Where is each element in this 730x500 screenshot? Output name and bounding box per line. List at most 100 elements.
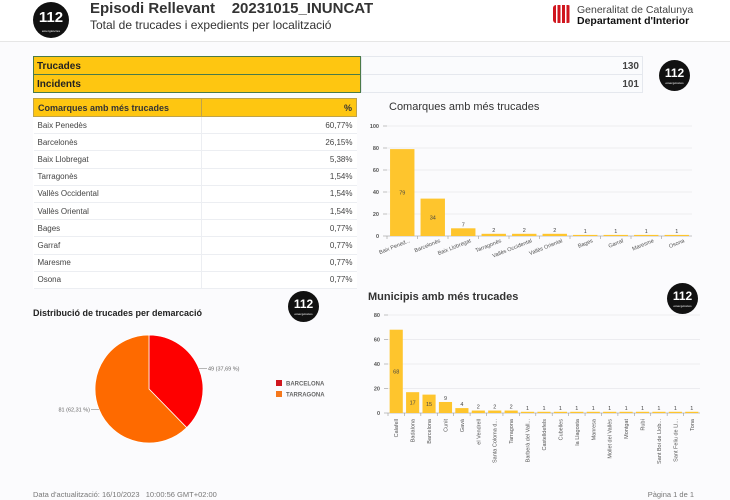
comarques-chart-title: Comarques amb més trucades: [389, 101, 540, 113]
x-tick-label: Rubí: [641, 419, 647, 431]
data-label: 1: [608, 406, 611, 412]
bar[interactable]: [512, 233, 537, 236]
data-label: 1: [575, 406, 578, 412]
table-row[interactable]: Osona 0,77%: [33, 271, 357, 289]
data-label: 1: [625, 406, 628, 412]
data-label: 1: [645, 229, 648, 235]
table-row[interactable]: Baix Llobregat 5,38%: [33, 150, 357, 169]
comarca-name: Baix Penedès: [33, 116, 202, 135]
pie-slice-barcelona[interactable]: [148, 334, 204, 429]
data-label: 79: [399, 191, 405, 197]
bar[interactable]: [488, 410, 502, 413]
comarca-percent: 5,38%: [201, 150, 357, 169]
bar[interactable]: [481, 233, 506, 236]
bar[interactable]: [406, 392, 420, 413]
table-row[interactable]: Baix Penedès 60,77%: [33, 116, 357, 135]
table-header-row: Comarques amb més trucades %: [33, 98, 357, 117]
data-label: 2: [523, 228, 526, 234]
x-tick-label: Castelldefels: [542, 419, 548, 451]
bar[interactable]: [634, 234, 659, 236]
data-label: 2: [510, 405, 513, 411]
table-row[interactable]: Bages 0,77%: [33, 219, 357, 238]
bar[interactable]: [504, 410, 518, 413]
bar[interactable]: [521, 411, 535, 413]
x-tick-label: Garraf: [608, 238, 625, 250]
x-tick-label: Manresa: [591, 418, 597, 440]
bar[interactable]: [542, 233, 567, 236]
kpi-incidents: Incidents 101: [33, 74, 643, 93]
x-tick-label: Bages: [577, 238, 594, 249]
data-label: 2: [492, 228, 495, 234]
bar[interactable]: [420, 198, 445, 236]
comarques-table: Comarques amb més trucades % Baix Penedè…: [33, 98, 357, 289]
comarca-percent: 60,77%: [201, 116, 357, 135]
table-row[interactable]: Garraf 0,77%: [33, 236, 357, 255]
table-row[interactable]: Vallès Oriental 1,54%: [33, 202, 357, 221]
y-tick-label: 40: [374, 362, 380, 368]
comarca-percent: 26,15%: [201, 133, 357, 152]
x-tick-label: Tona: [690, 418, 696, 431]
bar[interactable]: [619, 411, 633, 413]
data-label: 1: [592, 406, 595, 412]
bar[interactable]: [603, 411, 617, 413]
table-row[interactable]: Vallès Occidental 1,54%: [33, 185, 357, 203]
bar[interactable]: [422, 394, 436, 413]
data-label: 1: [690, 406, 693, 412]
report-title: Episodi Rellevant 20231015_INUNCAT: [90, 0, 374, 17]
bar[interactable]: [455, 408, 469, 413]
x-tick-label: Badalona: [411, 418, 417, 442]
table-row[interactable]: Barcelonès 26,15%: [33, 133, 357, 152]
x-tick-label: Sant Feliu de Ll...: [673, 419, 679, 462]
bar[interactable]: [664, 234, 689, 236]
pie-data-label: 81 (62,31 %): [58, 407, 90, 413]
x-tick-label: Baix Pened...: [378, 238, 411, 256]
kpi-label: Trucades: [33, 56, 361, 75]
x-tick-label: Baix Llobregat: [437, 238, 472, 257]
x-tick-label: Calafell: [394, 419, 400, 437]
table-row[interactable]: Maresme 0,77%: [33, 254, 357, 272]
data-label: 1: [614, 229, 617, 235]
data-label: 1: [584, 229, 587, 235]
bar[interactable]: [635, 411, 650, 413]
data-label: 9: [444, 396, 447, 402]
data-label: 1: [657, 406, 660, 412]
x-tick-label: Mollet del Vallès: [608, 419, 614, 459]
bar[interactable]: [603, 234, 628, 236]
data-label: 1: [674, 406, 677, 412]
bar[interactable]: [537, 411, 551, 413]
bar[interactable]: [586, 411, 600, 413]
bar[interactable]: [553, 411, 567, 413]
y-tick-label: 60: [373, 168, 379, 174]
bar[interactable]: [471, 410, 485, 413]
data-label: 7: [462, 222, 465, 228]
x-tick-label: Cunit: [443, 419, 449, 432]
bar[interactable]: [685, 411, 699, 413]
municipis-chart-title: Municipis amb més trucades: [368, 291, 519, 303]
bar[interactable]: [570, 411, 584, 413]
comarca-name: Bages: [33, 219, 202, 238]
bar[interactable]: [668, 411, 682, 413]
bar[interactable]: [389, 329, 403, 413]
logo-subtext: emergències: [673, 304, 692, 308]
bar[interactable]: [573, 234, 598, 236]
data-label: 34: [430, 215, 436, 221]
bar[interactable]: [652, 411, 666, 413]
legend-label[interactable]: TARRAGONA: [286, 393, 325, 399]
gencat-name: Generalitat de Catalunya: [577, 4, 694, 16]
comarca-name: Garraf: [33, 236, 202, 255]
bar[interactable]: [390, 149, 415, 236]
comarca-percent: 0,77%: [201, 219, 357, 238]
data-label: 2: [493, 405, 496, 411]
column-header-comarca[interactable]: Comarques amb més trucades: [33, 98, 202, 117]
pie-slice-tarragona[interactable]: [94, 334, 188, 444]
bar[interactable]: [451, 228, 476, 236]
x-tick-label: Santa Coloma d...: [493, 419, 499, 463]
x-tick-label: Cubelles: [558, 419, 564, 441]
legend-label[interactable]: BARCELONA: [286, 382, 325, 388]
table-row[interactable]: Tarragonès 1,54%: [33, 168, 357, 186]
column-header-percent[interactable]: %: [201, 98, 357, 117]
x-tick-label: Barcelona: [427, 418, 433, 444]
bar[interactable]: [438, 401, 453, 413]
comarca-name: Osona: [33, 271, 202, 289]
